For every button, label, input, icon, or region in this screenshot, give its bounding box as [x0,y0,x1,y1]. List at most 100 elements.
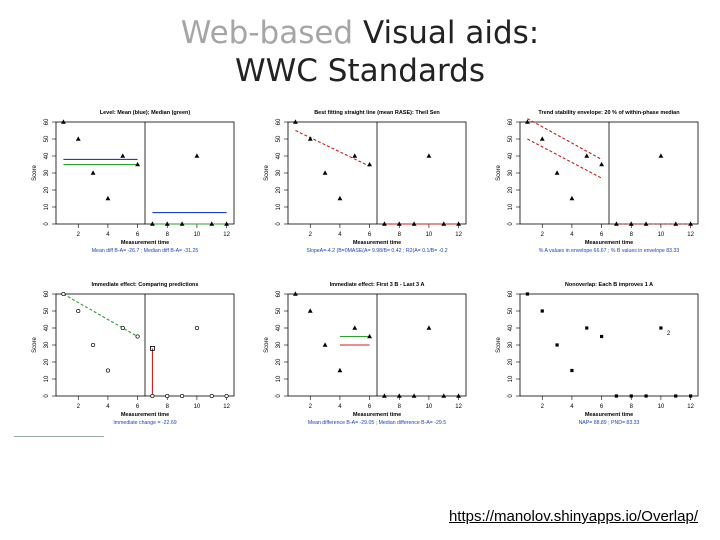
data-point [135,161,140,167]
data-point [180,393,185,399]
y-tick-label: 0 [44,222,50,226]
x-tick-label: 8 [398,232,402,238]
data-point [628,221,634,226]
data-point [61,291,66,297]
data-point [105,368,110,373]
y-tick-label: 30 [44,169,50,176]
x-tick-label: 10 [658,232,665,238]
data-point [105,195,111,201]
data-point [382,393,387,398]
data-point [307,136,313,141]
chart-svg-2: Best fitting straight line (mean RASE): … [264,110,467,254]
chart-title: Best fitting straight line (mean RASE): … [314,110,440,116]
y-tick-label: 60 [508,118,514,125]
green-series-line [63,293,138,337]
x-tick-label: 8 [166,232,170,238]
highlight-marker [150,346,155,351]
y-tick-label: 0 [276,394,282,398]
chart-caption: Mean difference B-A= -29.05 ; Median dif… [308,420,446,426]
y-tick-label: 40 [276,324,282,331]
x-tick-label: 4 [106,232,110,238]
chart-caption: Immediate change = -22.69 [113,420,176,426]
data-point [367,333,372,339]
x-tick-label: 6 [136,232,140,238]
data-point [337,367,343,373]
x-tick-label: 10 [426,404,433,410]
data-point [539,136,545,141]
y-tick-label: 30 [508,169,514,176]
x-tick-label: 12 [687,404,694,410]
data-point [75,136,81,141]
x-tick-label: 4 [106,404,110,410]
x-axis-label: Measurement time [121,240,169,246]
data-point [614,221,619,226]
y-tick-label: 10 [276,203,282,210]
x-tick-label: 2 [77,232,81,238]
x-tick-label: 8 [630,232,634,238]
data-point [411,221,417,226]
chart-panel-5: Immediate effect: First 3 B - Last 3 A 0 1… [240,276,480,446]
data-point [688,394,693,398]
data-point [322,170,328,175]
y-tick-label: 10 [276,375,282,382]
data-point [426,325,432,330]
x-tick-label: 6 [136,404,140,410]
y-axis-label: Score [496,165,502,181]
x-tick-label: 8 [166,404,170,410]
data-point [555,343,559,347]
y-tick-label: 40 [276,152,282,159]
overlap-app-link[interactable]: https://manolov.shinyapps.io/Overlap/ [448,508,698,525]
y-tick-label: 50 [276,135,282,142]
data-point [61,119,66,124]
chart-panel-6: Nonoverlap: Each B improves 1 A 0 10 20 30 40… [472,276,712,446]
y-axis-label: Score [496,337,502,353]
chart-svg-4: Immediate effect: Comparing predictions 0… [32,282,235,426]
data-point [165,393,170,399]
y-tick-label: 40 [508,324,514,331]
chart-svg-6: Nonoverlap: Each B improves 1 A 0 10 20 30 40… [496,282,699,426]
x-axis-label: Measurement time [353,240,401,246]
data-point [614,394,619,398]
x-tick-label: 12 [455,232,462,238]
y-tick-label: 20 [276,186,282,193]
chart-panel-2: Best fitting straight line (mean RASE): … [240,104,480,274]
y-tick-label: 20 [508,186,514,193]
data-point [599,161,604,167]
data-point [209,221,215,226]
x-tick-label: 10 [194,404,201,410]
data-point [293,291,298,296]
y-tick-label: 50 [44,307,50,314]
data-point [367,161,372,167]
chart-svg-1: Level: Mean (blue); Median (green) 0 10 20 3… [32,110,235,254]
x-tick-label: 6 [368,232,372,238]
data-point [554,170,560,175]
x-axis-label: Measurement time [353,412,401,418]
y-tick-label: 20 [508,358,514,365]
data-point [643,221,649,226]
x-tick-label: 12 [687,232,694,238]
x-tick-label: 12 [455,404,462,410]
data-point [194,153,200,158]
data-point [396,393,402,398]
x-tick-label: 2 [541,404,545,410]
x-tick-label: 10 [194,232,201,238]
data-point [525,292,530,296]
data-point [224,221,229,226]
data-point [164,221,170,226]
x-tick-label: 12 [223,404,230,410]
x-axis-label: Measurement time [121,412,169,418]
y-tick-label: 50 [508,307,514,314]
y-tick-label: 10 [44,203,50,210]
y-tick-label: 10 [508,203,514,210]
x-tick-label: 2 [309,404,313,410]
y-tick-label: 0 [44,394,50,398]
chart-panel-3: Trend stability envelope: 20 % of within… [472,104,712,274]
chart-svg-5: Immediate effect: First 3 B - Last 3 A 0 1… [264,282,467,426]
title-part-muted: Web-based [180,15,354,51]
chart-title: Nonoverlap: Each B improves 1 A [565,282,653,288]
slide-title: Web-based Visual aids: WWC Standards [0,14,720,90]
data-point [120,153,126,158]
data-point [599,334,604,339]
title-line-1: Web-based Visual aids: [0,14,720,52]
data-point [120,325,125,331]
